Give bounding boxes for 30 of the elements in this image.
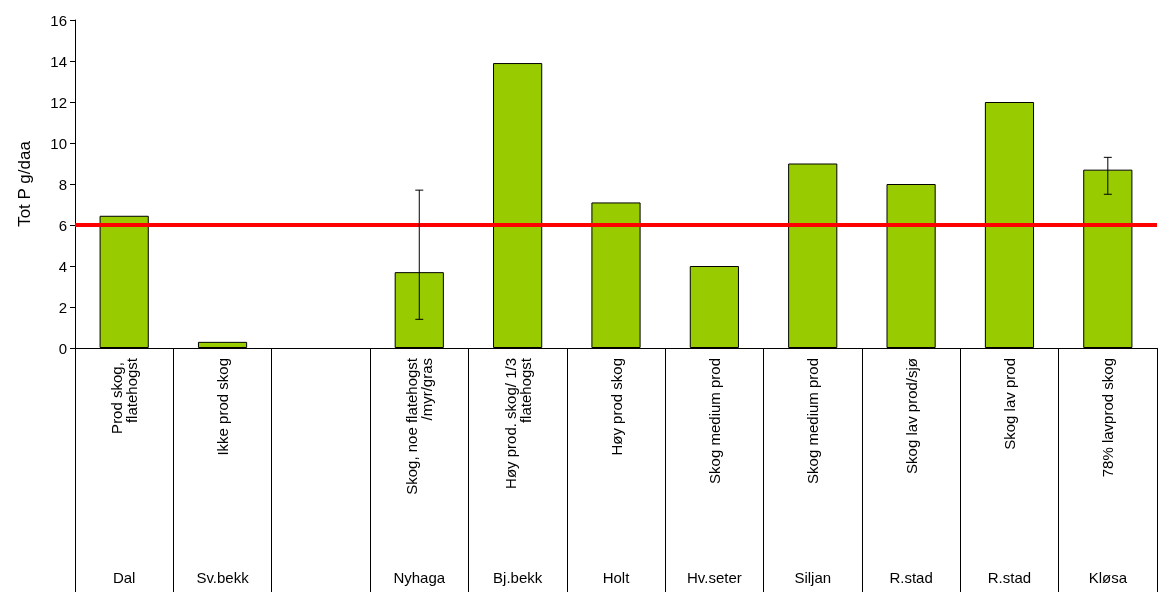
x-tick-label: Skog, noe flatehogst/myr/gras [403,357,436,495]
y-axis-title: Tot P g/daa [15,140,34,227]
text: R.stad [889,569,933,586]
y-tick-label: 14 [50,52,67,70]
y-tick-label: 10 [50,134,67,152]
text: Bj.bekk [493,569,543,586]
text: R.stad [987,569,1032,586]
x-tick-label: Høy prod skog [607,358,625,456]
y-tick-label: 6 [58,216,67,234]
x-tick-label: Skog lav prod [1000,358,1018,450]
y-tick-label: 2 [58,298,67,316]
text: Nyhaga [393,569,446,586]
y-tick-label: 12 [50,93,67,111]
x-tick-label: Skog medium prod [705,358,723,484]
x-tick-label: 78% lavprod skog [1099,358,1117,478]
y-tick-label: 8 [58,175,67,193]
x-tick-label: Skog medium prod [804,358,822,484]
y-tick-label: 0 [58,339,67,357]
y-tick-label: 4 [58,257,67,275]
text: Sv.bekk [196,569,250,586]
x-tick-label: Skog lav prod/sjø [902,358,920,474]
text: Holt [602,569,631,586]
text: Dal [112,569,136,586]
y-tick-label: 16 [50,11,67,29]
text: Kløsa [1088,569,1128,586]
text: Hv.seter [687,569,742,586]
x-tick-label: Ikke prod skog [214,358,232,456]
x-tick-label: Høy prod. skog/ 1/3 flatehogst [501,357,534,489]
text: Siljan [794,569,832,586]
x-tick-label: Prod skog, flatehogst [108,357,141,434]
